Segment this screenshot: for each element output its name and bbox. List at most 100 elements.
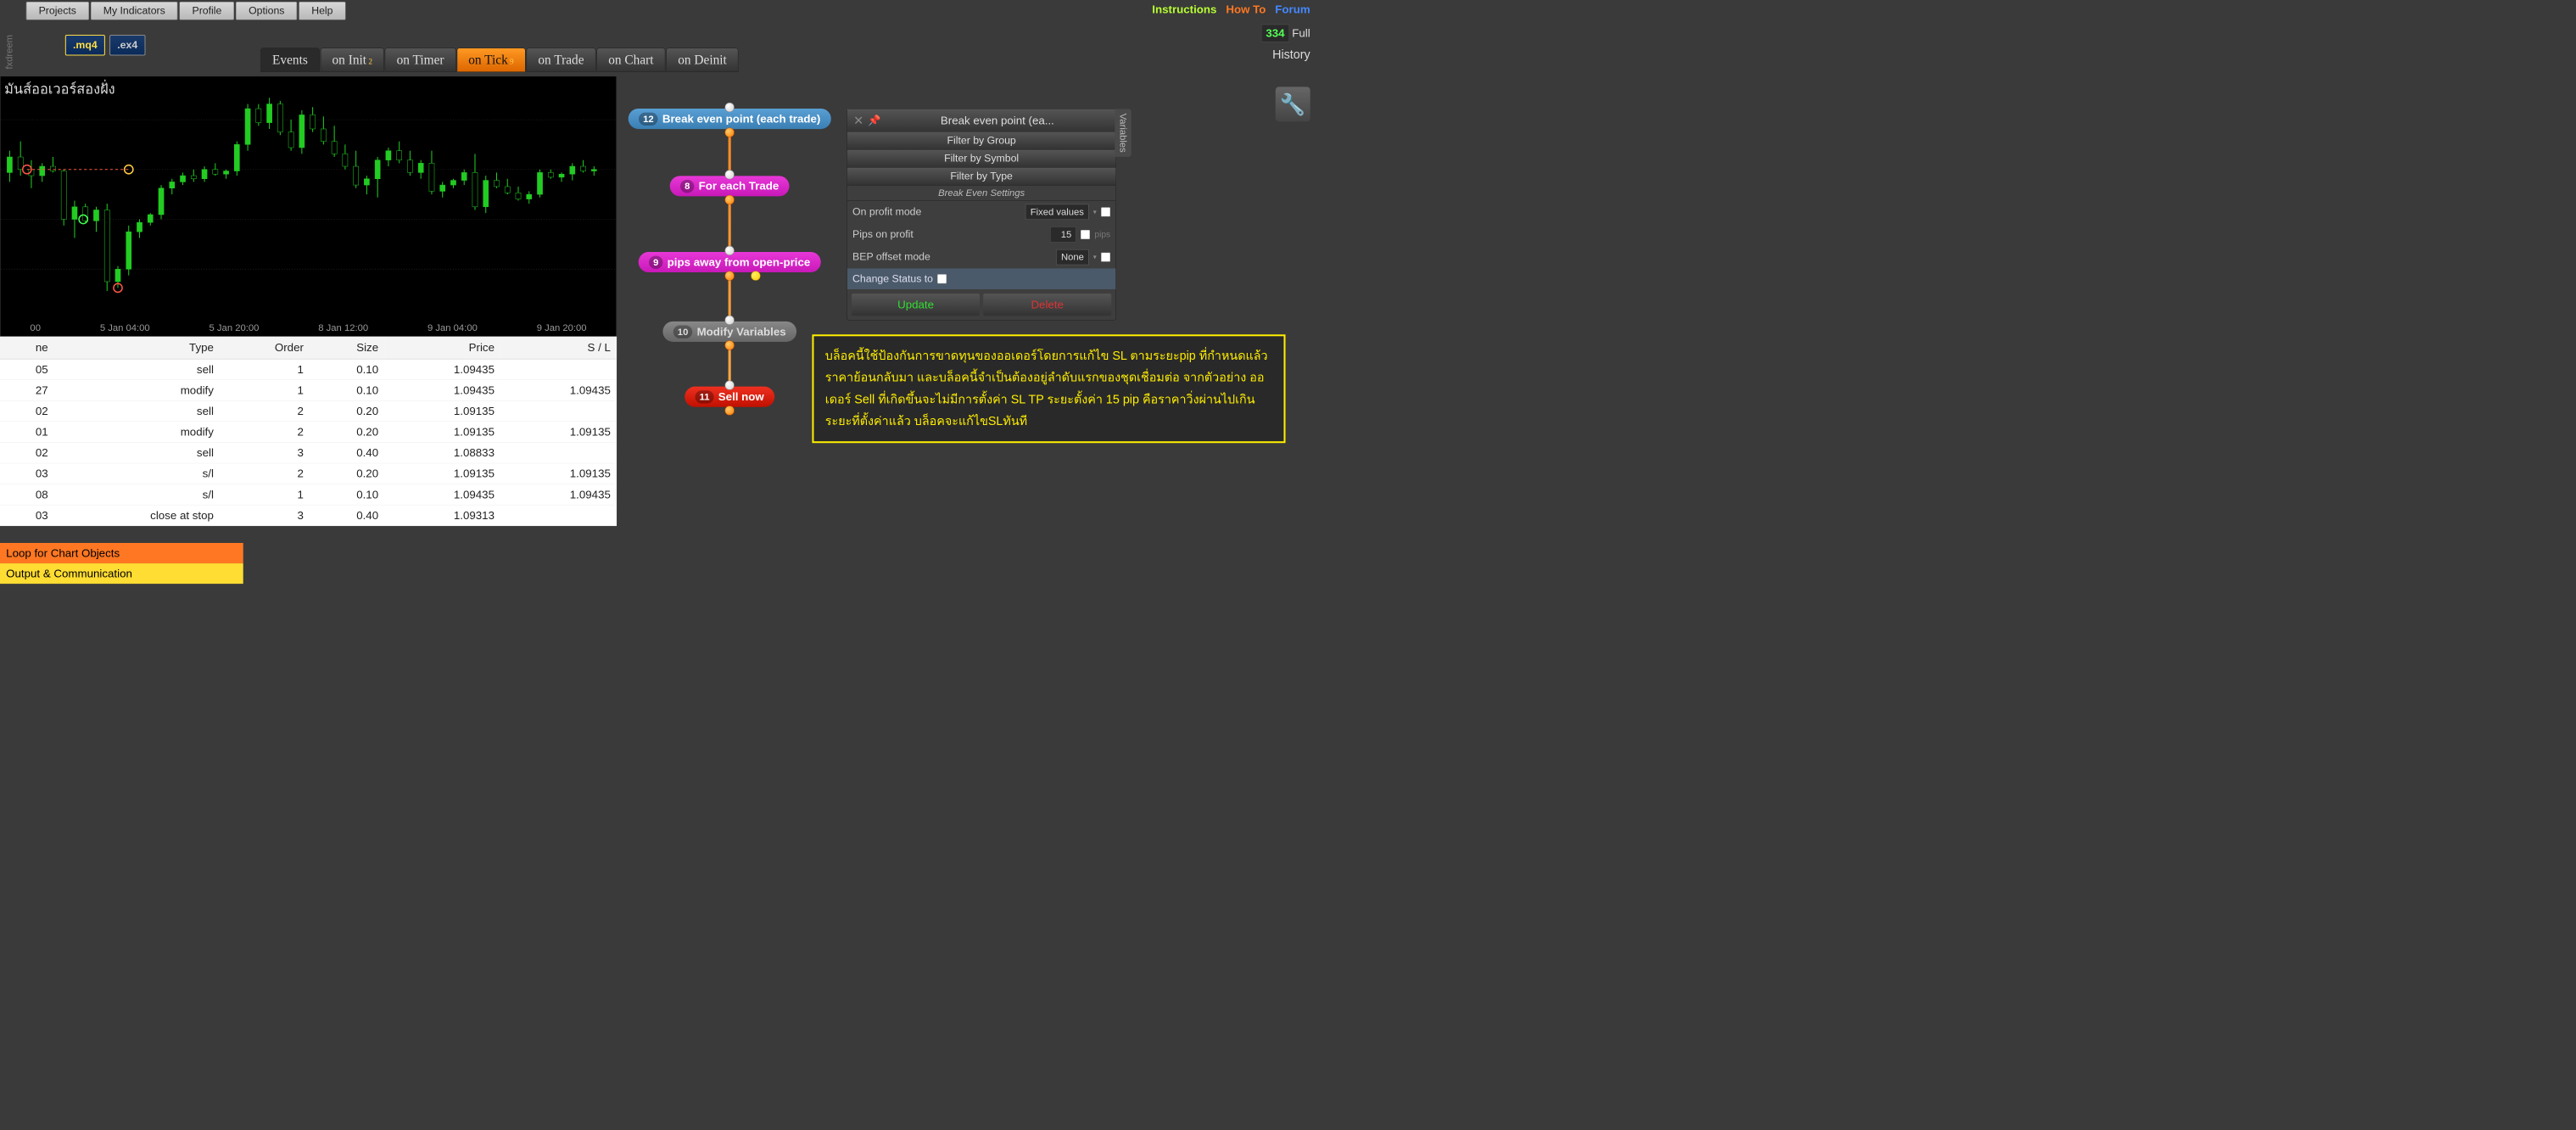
menu-help[interactable]: Help <box>299 2 345 20</box>
mq4-button[interactable]: .mq4 <box>65 35 105 56</box>
connector-dot[interactable] <box>725 170 735 179</box>
cell: 0.10 <box>310 380 384 401</box>
section-title: Break Even Settings <box>847 186 1115 201</box>
cell: 1 <box>220 484 310 506</box>
cell: s/l <box>54 463 220 484</box>
table-row[interactable]: 08s/l10.101.094351.09435 <box>0 484 617 506</box>
right-links: Instructions How To Forum <box>1146 3 1310 16</box>
bar-output-comm[interactable]: Output & Communication <box>0 563 243 584</box>
table-row[interactable]: 02sell20.201.09135 <box>0 400 617 422</box>
counter-box: 334 Full <box>1261 25 1310 42</box>
connector-dot[interactable] <box>725 128 735 137</box>
variables-side-tab[interactable]: Variables <box>1115 109 1131 157</box>
filter-filter-by-group[interactable]: Filter by Group <box>847 132 1115 150</box>
link-howto[interactable]: How To <box>1226 3 1266 15</box>
node-label: pips away from open-price <box>668 255 811 269</box>
connector-dot[interactable] <box>725 271 735 280</box>
x-tick: 8 Jan 12:00 <box>318 322 368 333</box>
connector-dot[interactable] <box>725 103 735 112</box>
cell: 0.20 <box>310 463 384 484</box>
cell: 1.09435 <box>384 380 500 401</box>
menu-indicators[interactable]: My Indicators <box>91 2 178 20</box>
link-forum[interactable]: Forum <box>1275 3 1310 15</box>
cell <box>500 359 617 380</box>
menu-profile[interactable]: Profile <box>180 2 235 20</box>
price-chart[interactable]: 005 Jan 04:005 Jan 20:008 Jan 12:009 Jan… <box>0 76 617 337</box>
table-row[interactable]: 05sell10.101.09435 <box>0 359 617 380</box>
prop-label: On profit mode <box>852 206 1021 218</box>
menu-projects[interactable]: Projects <box>26 2 89 20</box>
node-label: Modify Variables <box>697 325 786 338</box>
col-header: S / L <box>500 337 617 359</box>
link-instructions[interactable]: Instructions <box>1152 3 1216 15</box>
table-row[interactable]: 27modify10.101.094351.09435 <box>0 380 617 401</box>
delete-button[interactable]: Delete <box>983 294 1111 316</box>
change-status-label: Change Status to <box>852 273 933 285</box>
close-icon[interactable]: ✕ <box>853 114 863 128</box>
cell: 1.09435 <box>384 484 500 506</box>
cell: 08 <box>0 484 54 506</box>
cell: 27 <box>0 380 54 401</box>
cell: 1.09135 <box>500 463 617 484</box>
flow-canvas[interactable]: 12Break even point (each trade)8For each… <box>621 92 838 439</box>
prop-label: Pips on profit <box>852 228 1046 240</box>
tab-on-timer[interactable]: on Timer <box>385 48 456 72</box>
tab-on-trade[interactable]: on Trade <box>527 48 596 72</box>
cell: 1.09135 <box>384 422 500 443</box>
pin-icon[interactable]: 📌 <box>868 115 880 127</box>
ex4-button[interactable]: .ex4 <box>109 35 145 56</box>
bar-loop-chart[interactable]: Loop for Chart Objects <box>0 543 243 563</box>
change-status-value[interactable] <box>952 275 995 282</box>
tab-on-chart[interactable]: on Chart <box>596 48 665 72</box>
table-row[interactable]: 03close at stop30.401.09313 <box>0 505 617 526</box>
prop-checkbox[interactable] <box>1101 207 1110 216</box>
tab-on-deinit[interactable]: on Deinit <box>666 48 738 72</box>
cell: 3 <box>220 505 310 526</box>
cell: 1.08833 <box>384 442 500 463</box>
chevron-down-icon[interactable]: ▾ <box>1093 208 1097 216</box>
prop-value[interactable]: 15 <box>1050 227 1076 242</box>
cell: 0.10 <box>310 359 384 380</box>
x-tick: 00 <box>30 322 41 333</box>
tab-on-tick[interactable]: on Tick 9 <box>456 48 525 72</box>
prop-checkbox[interactable] <box>1081 230 1090 239</box>
props-buttons: Update Delete <box>847 289 1115 320</box>
history-link[interactable]: History <box>1272 48 1310 61</box>
cell: 2 <box>220 400 310 422</box>
change-status-checkbox[interactable] <box>937 274 947 283</box>
cell: 1.09135 <box>500 422 617 443</box>
cell: 01 <box>0 422 54 443</box>
table-row[interactable]: 03s/l20.201.091351.09135 <box>0 463 617 484</box>
tab-events[interactable]: Events <box>260 48 319 72</box>
cell: close at stop <box>54 505 220 526</box>
counter-value: 334 <box>1261 25 1289 42</box>
tab-on-init[interactable]: on Init 2 <box>321 48 384 72</box>
prop-value[interactable]: Fixed values <box>1025 204 1089 220</box>
chevron-down-icon[interactable]: ▾ <box>1093 253 1097 261</box>
connector-dot[interactable] <box>725 381 735 390</box>
chart-title: มันส์ออเวอร์สองฝั่ง <box>4 78 115 100</box>
x-tick: 9 Jan 20:00 <box>537 322 587 333</box>
update-button[interactable]: Update <box>852 294 980 316</box>
cell: 1.09135 <box>384 400 500 422</box>
table-row[interactable]: 01modify20.201.091351.09135 <box>0 422 617 443</box>
full-label[interactable]: Full <box>1292 26 1310 40</box>
cell: 02 <box>0 400 54 422</box>
event-tabs: Eventson Init 2on Timeron Tick 9on Trade… <box>260 48 739 72</box>
wrench-icon[interactable]: 🔧 <box>1276 87 1310 121</box>
cell: modify <box>54 422 220 443</box>
prop-checkbox[interactable] <box>1101 252 1110 261</box>
connector-dot[interactable] <box>725 406 735 415</box>
connector-dot-alt[interactable] <box>751 271 760 280</box>
connector-dot[interactable] <box>725 195 735 204</box>
prop-value[interactable]: None <box>1056 249 1088 265</box>
menu-options[interactable]: Options <box>236 2 297 20</box>
cell: 0.40 <box>310 442 384 463</box>
table-row[interactable]: 02sell30.401.08833 <box>0 442 617 463</box>
connector-dot[interactable] <box>725 340 735 350</box>
filter-filter-by-symbol[interactable]: Filter by Symbol <box>847 150 1115 168</box>
connector-dot[interactable] <box>725 316 735 325</box>
filter-filter-by-type[interactable]: Filter by Type <box>847 168 1115 186</box>
connector-dot[interactable] <box>725 246 735 255</box>
cell: 2 <box>220 422 310 443</box>
